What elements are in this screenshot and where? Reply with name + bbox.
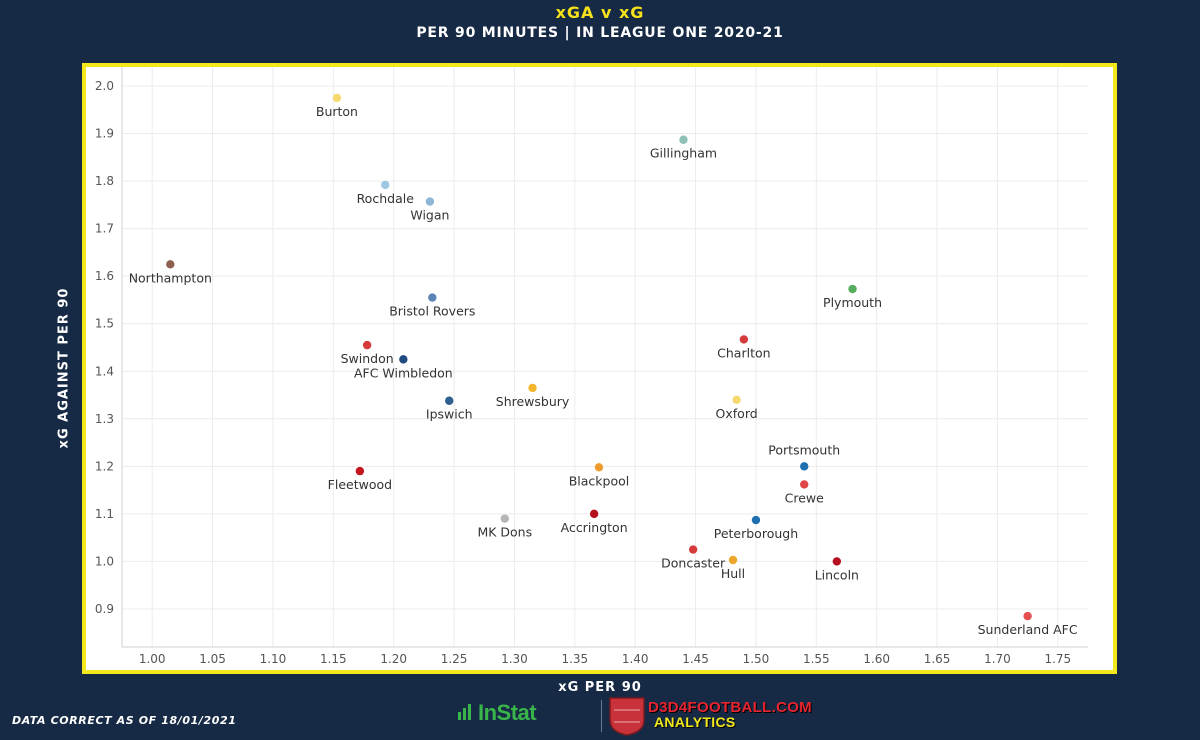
- y-tick-label: 1.2: [95, 459, 114, 473]
- data-label-hull: Hull: [721, 566, 745, 581]
- x-tick-label: 1.65: [924, 652, 951, 666]
- y-tick-label: 1.1: [95, 507, 114, 521]
- instat-logo-text: InStat: [478, 700, 537, 725]
- data-point-doncaster: [688, 545, 698, 554]
- data-point-rochdale: [381, 180, 390, 190]
- x-axis-label: xG PER 90: [558, 680, 642, 695]
- data-label-doncaster: Doncaster: [661, 556, 726, 571]
- y-axis-label: xG AGAINST PER 90: [56, 287, 72, 449]
- x-tick-label: 1.70: [984, 652, 1011, 666]
- data-point-accrington: [589, 509, 599, 519]
- chart-subtitle: PER 90 MINUTES | IN LEAGUE ONE 2020-21: [416, 25, 784, 41]
- data-label-blackpool: Blackpool: [569, 473, 630, 488]
- y-tick-label: 1.7: [95, 222, 114, 236]
- x-tick-label: 1.10: [260, 652, 287, 666]
- y-tick-label: 1.4: [95, 364, 114, 378]
- y-tick-label: 1.8: [95, 174, 114, 188]
- y-tick-label: 1.0: [95, 554, 114, 568]
- data-point-bristol-rovers: [428, 293, 437, 302]
- data-point-sunderland-afc: [1023, 611, 1032, 621]
- x-tick-label: 1.30: [501, 652, 528, 666]
- x-tick-label: 1.75: [1044, 652, 1071, 666]
- scatter-plot: 0.9 1.0 1.1 1.2 1.3 1.4 1.5 1.6 1.7 1.8 1.9 2.0 1.00…: [95, 67, 1088, 666]
- d3d4-logo-line1: D3D4FOOTBALL.COM: [648, 699, 812, 716]
- x-tick-label: 1.40: [622, 652, 649, 666]
- data-label-crewe: Crewe: [785, 490, 825, 505]
- data-label-fleetwood: Fleetwood: [328, 477, 392, 492]
- data-point-oxford: [732, 395, 741, 404]
- x-tick-label: 1.20: [380, 652, 407, 666]
- data-point-gillingham: [679, 135, 688, 144]
- data-point-plymouth: [848, 284, 857, 294]
- x-tick-label: 1.05: [199, 652, 226, 666]
- data-label-portsmouth: Portsmouth: [768, 442, 840, 457]
- data-point-afc-wimbledon: [399, 355, 408, 364]
- data-label-rochdale: Rochdale: [357, 191, 415, 206]
- data-label-plymouth: Plymouth: [823, 295, 882, 310]
- data-label-peterborough: Peterborough: [714, 526, 798, 541]
- data-point-charlton: [739, 335, 749, 344]
- y-tick-label: 1.3: [95, 412, 114, 426]
- d3d4-logo-line2: ANALYTICS: [654, 714, 736, 730]
- plot-area: 0.9 1.0 1.1 1.2 1.3 1.4 1.5 1.6 1.7 1.8 1.9 2.0 1.00…: [82, 63, 1117, 674]
- data-point-lincoln: [832, 557, 842, 566]
- x-tick-label: 1.00: [139, 652, 166, 666]
- d3d4-logo-text: D3D4FOOTBALL.COM ANALYTICS: [648, 700, 812, 730]
- x-tick-label: 1.50: [743, 652, 770, 666]
- data-point-mk-dons: [500, 514, 509, 523]
- chart-title: xGA v xG: [555, 3, 645, 22]
- x-tick-label: 1.60: [863, 652, 890, 666]
- data-label-sunderland-afc: Sunderland AFC: [978, 622, 1078, 637]
- data-label-wigan: Wigan: [410, 208, 449, 223]
- data-point-peterborough: [751, 515, 761, 525]
- data-label-northampton: Northampton: [129, 270, 212, 285]
- data-point-crewe: [800, 480, 809, 489]
- x-tick-label: 1.25: [441, 652, 468, 666]
- y-tick-label: 0.9: [95, 602, 114, 616]
- data-label-oxford: Oxford: [716, 406, 758, 421]
- d3d4-badge-icon: [608, 696, 646, 740]
- data-label-ipswich: Ipswich: [426, 407, 473, 422]
- data-label-afc-wimbledon: AFC Wimbledon: [354, 365, 453, 380]
- data-point-burton: [332, 93, 342, 103]
- data-label-charlton: Charlton: [717, 345, 770, 360]
- data-label-mk-dons: MK Dons: [477, 525, 532, 540]
- data-point-northampton: [166, 260, 175, 269]
- data-label-burton: Burton: [316, 104, 358, 119]
- data-label-bristol-rovers: Bristol Rovers: [389, 304, 475, 319]
- x-tick-label: 1.55: [803, 652, 830, 666]
- data-point-fleetwood: [355, 466, 365, 476]
- y-tick-label: 2.0: [95, 79, 114, 93]
- y-tick-label: 1.6: [95, 269, 114, 283]
- logo-divider: [601, 700, 602, 732]
- data-label-swindon: Swindon: [341, 351, 394, 366]
- data-point-swindon: [362, 340, 372, 350]
- data-date-note: DATA CORRECT AS OF 18/01/2021: [12, 714, 237, 727]
- data-point-portsmouth: [800, 462, 809, 471]
- bar-chart-icon: [458, 700, 476, 726]
- x-tick-label: 1.35: [561, 652, 588, 666]
- data-point-ipswich: [445, 396, 454, 405]
- data-point-wigan: [425, 197, 435, 206]
- data-label-gillingham: Gillingham: [650, 146, 717, 161]
- data-point-blackpool: [594, 463, 604, 472]
- data-label-accrington: Accrington: [561, 520, 628, 535]
- y-tick-label: 1.5: [95, 317, 114, 331]
- x-tick-label: 1.15: [320, 652, 347, 666]
- data-label-shrewsbury: Shrewsbury: [496, 394, 570, 409]
- data-label-lincoln: Lincoln: [815, 567, 859, 582]
- instat-logo: InStat: [458, 700, 537, 726]
- x-tick-label: 1.45: [682, 652, 709, 666]
- y-tick-label: 1.9: [95, 127, 114, 141]
- data-point-hull: [728, 555, 738, 565]
- data-point-shrewsbury: [528, 383, 537, 393]
